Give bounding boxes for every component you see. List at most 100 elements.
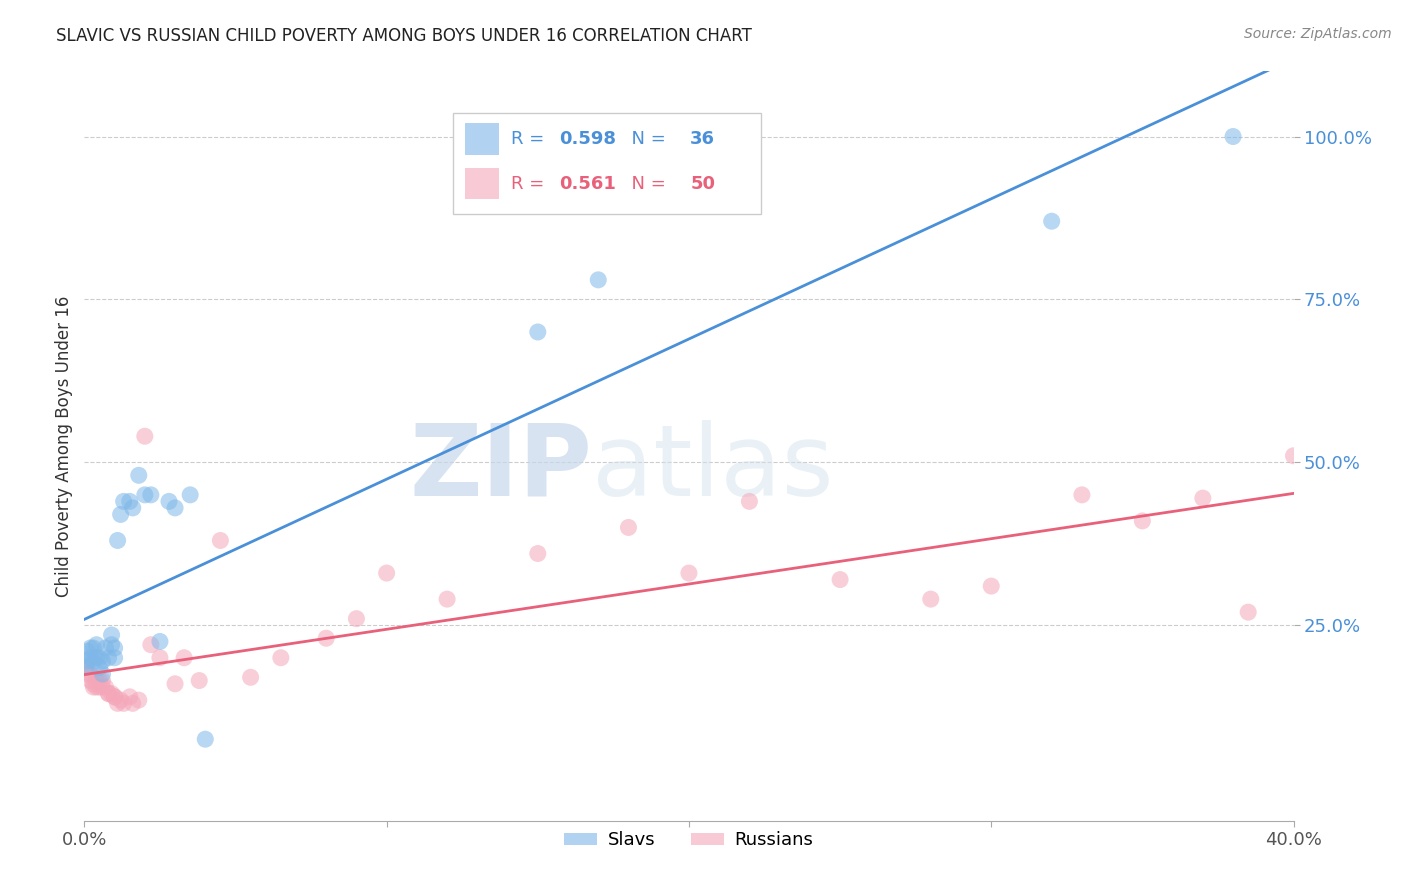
Point	[86, 650, 108, 665]
Point	[82, 677, 104, 691]
Point	[104, 690, 127, 704]
Point	[97, 687, 120, 701]
Point	[89, 680, 111, 694]
Point	[79, 650, 101, 665]
Point	[121, 697, 143, 711]
Point	[738, 494, 761, 508]
Point	[112, 494, 135, 508]
Point	[100, 638, 122, 652]
Point	[128, 693, 150, 707]
Text: N =: N =	[620, 175, 672, 193]
Text: SLAVIC VS RUSSIAN CHILD POVERTY AMONG BOYS UNDER 16 CORRELATION CHART: SLAVIC VS RUSSIAN CHILD POVERTY AMONG BO…	[56, 27, 752, 45]
Text: R =: R =	[512, 130, 550, 148]
Legend: Slavs, Russians: Slavs, Russians	[557, 824, 821, 856]
Point	[82, 680, 104, 694]
Point	[527, 547, 550, 561]
Point	[79, 640, 101, 655]
FancyBboxPatch shape	[465, 123, 499, 154]
Point	[375, 566, 398, 580]
Point	[139, 488, 162, 502]
Point	[76, 667, 98, 681]
Point	[315, 631, 337, 645]
Point	[165, 500, 187, 515]
Point	[139, 638, 162, 652]
Point	[121, 500, 143, 515]
FancyBboxPatch shape	[465, 168, 499, 200]
Point	[76, 654, 98, 668]
Point	[89, 660, 111, 674]
Point	[82, 654, 104, 668]
Y-axis label: Child Poverty Among Boys Under 16: Child Poverty Among Boys Under 16	[55, 295, 73, 597]
Point	[157, 494, 180, 508]
Text: 0.561: 0.561	[560, 175, 616, 193]
Point	[270, 650, 292, 665]
Point	[118, 690, 141, 704]
Point	[118, 494, 141, 508]
Point	[1237, 605, 1260, 619]
Point	[678, 566, 700, 580]
Point	[107, 533, 129, 548]
Point	[617, 520, 640, 534]
Point	[165, 677, 187, 691]
Point	[112, 697, 135, 711]
Point	[91, 673, 114, 688]
Point	[149, 634, 172, 648]
Point	[76, 660, 98, 674]
Point	[79, 673, 101, 688]
Text: Source: ZipAtlas.com: Source: ZipAtlas.com	[1244, 27, 1392, 41]
Point	[209, 533, 232, 548]
Point	[1040, 214, 1063, 228]
FancyBboxPatch shape	[453, 112, 762, 214]
Point	[82, 640, 104, 655]
Point	[94, 680, 117, 694]
Point	[91, 667, 114, 681]
Point	[97, 650, 120, 665]
Point	[76, 644, 98, 658]
Point	[91, 680, 114, 694]
Point	[239, 670, 262, 684]
Point	[100, 687, 122, 701]
Point	[149, 650, 172, 665]
Point	[86, 680, 108, 694]
Text: atlas: atlas	[592, 420, 834, 517]
Point	[100, 628, 122, 642]
Point	[920, 592, 942, 607]
Point	[107, 697, 129, 711]
Point	[110, 693, 132, 707]
Text: R =: R =	[512, 175, 550, 193]
Point	[110, 508, 132, 522]
Text: 50: 50	[690, 175, 716, 193]
Point	[75, 660, 97, 674]
Point	[94, 640, 117, 655]
Point	[1222, 129, 1244, 144]
Point	[128, 468, 150, 483]
Point	[179, 488, 201, 502]
Point	[188, 673, 211, 688]
Point	[89, 650, 111, 665]
Point	[97, 687, 120, 701]
Point	[89, 673, 111, 688]
Point	[134, 429, 156, 443]
Point	[75, 660, 97, 674]
Point	[86, 638, 108, 652]
Point	[436, 592, 458, 607]
Point	[1130, 514, 1153, 528]
Point	[86, 673, 108, 688]
Point	[134, 488, 156, 502]
Point	[1282, 449, 1305, 463]
Text: 0.598: 0.598	[560, 130, 617, 148]
Point	[830, 573, 852, 587]
Point	[1071, 488, 1094, 502]
Point	[104, 650, 127, 665]
Point	[173, 650, 195, 665]
Text: ZIP: ZIP	[409, 420, 592, 517]
Point	[79, 667, 101, 681]
Point	[1192, 491, 1215, 505]
Text: 36: 36	[690, 130, 716, 148]
Point	[588, 273, 610, 287]
Point	[980, 579, 1002, 593]
Point	[91, 654, 114, 668]
Point	[346, 612, 368, 626]
Point	[104, 690, 127, 704]
Point	[194, 732, 217, 747]
